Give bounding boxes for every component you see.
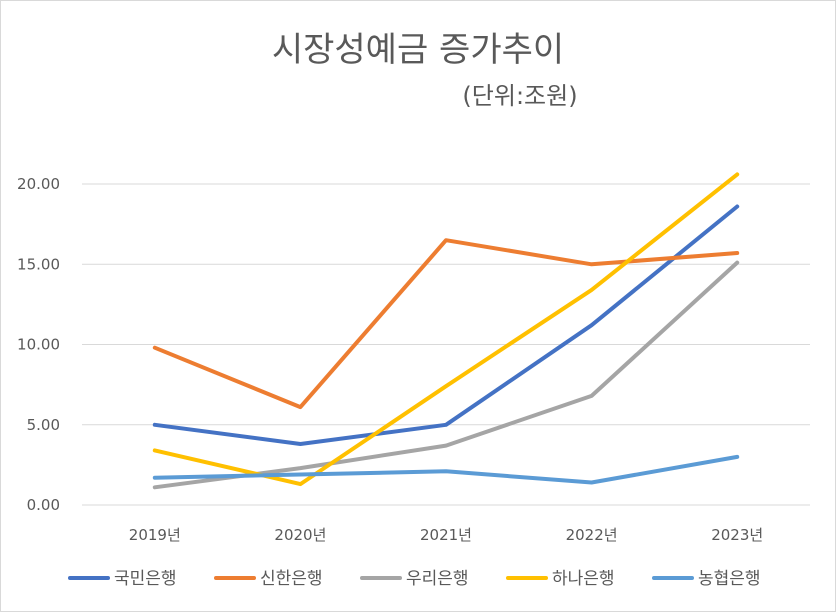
x-axis: 2019년 2020년 2021년 2022년 2023년 xyxy=(129,526,763,544)
chart-title: 시장성예금 증가추이 xyxy=(271,30,565,70)
y-tick-label: 10.00 xyxy=(17,336,60,354)
series-line xyxy=(152,204,740,446)
x-tick-label: 2021년 xyxy=(420,526,472,544)
x-tick-label: 2023년 xyxy=(711,526,763,544)
series-line xyxy=(152,454,740,485)
chart-subtitle: (단위:조원) xyxy=(462,82,578,110)
series-line xyxy=(152,172,740,487)
y-axis: 0.00 5.00 10.00 15.00 20.00 xyxy=(17,175,60,514)
y-tick-label: 15.00 xyxy=(17,255,60,273)
legend-label: 우리은행 xyxy=(406,569,469,589)
y-tick-label: 20.00 xyxy=(17,175,60,193)
series-line xyxy=(152,260,740,490)
y-tick-label: 0.00 xyxy=(27,496,60,514)
legend-label: 신한은행 xyxy=(260,569,323,589)
legend-label: 하나은행 xyxy=(552,569,615,589)
legend-label: 국민은행 xyxy=(114,569,177,589)
legend-label: 농협은행 xyxy=(698,569,761,589)
series-lines xyxy=(152,172,740,490)
y-tick-label: 5.00 xyxy=(27,416,60,434)
x-tick-label: 2019년 xyxy=(129,526,181,544)
series-line xyxy=(152,238,740,410)
x-tick-label: 2020년 xyxy=(274,526,326,544)
legend: 국민은행 신한은행 우리은행 하나은행 농협은행 xyxy=(68,569,761,589)
x-tick-label: 2022년 xyxy=(566,526,618,544)
